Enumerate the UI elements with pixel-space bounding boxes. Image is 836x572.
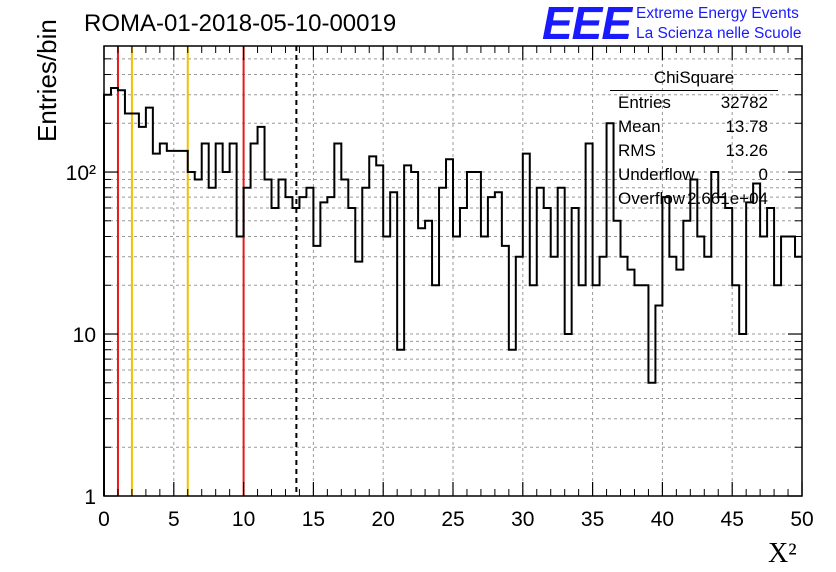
stats-row-overflow: Overflow 2.661e+04 — [610, 187, 778, 211]
y-tick-label: 1 — [84, 486, 96, 509]
stats-key: Underflow — [618, 165, 695, 184]
stats-value: 13.78 — [725, 117, 768, 136]
stats-key: RMS — [618, 141, 656, 160]
stats-key: Entries — [618, 93, 671, 112]
x-tick-label: 50 — [790, 508, 813, 531]
stats-row-rms: RMS 13.26 — [610, 139, 778, 163]
stats-value: 32782 — [720, 93, 768, 112]
x-axis-label: X² — [768, 538, 797, 569]
x-tick-label: 35 — [581, 508, 604, 531]
stats-value: 13.26 — [725, 141, 768, 160]
x-tick-label: 30 — [511, 508, 534, 531]
run-title: ROMA-01-2018-05-10-00019 — [84, 10, 397, 37]
x-tick-label: 0 — [98, 508, 110, 531]
y-tick-label: 10 — [73, 324, 96, 347]
y-tick-label: 10² — [66, 162, 96, 185]
x-tick-label: 20 — [372, 508, 395, 531]
logo-subtitle-2: La Scienza nelle Scuole — [636, 25, 802, 42]
eee-logo: EEE — [542, 0, 632, 49]
x-tick-label: 10 — [232, 508, 255, 531]
stats-value: 2.661e+04 — [687, 189, 768, 208]
histogram-series — [103, 87, 802, 496]
stats-key: Mean — [618, 117, 661, 136]
stats-row-underflow: Underflow 0 — [610, 163, 778, 187]
stats-value: 0 — [758, 165, 768, 184]
stats-row-entries: Entries 32782 — [610, 91, 778, 115]
y-axis-label: Entries/bin — [32, 19, 62, 142]
stats-row-mean: Mean 13.78 — [610, 115, 778, 139]
logo-subtitle-1: Extreme Energy Events — [636, 5, 799, 22]
x-tick-label: 40 — [651, 508, 674, 531]
x-tick-label: 25 — [441, 508, 464, 531]
x-tick-label: 5 — [168, 508, 180, 531]
stats-box: ChiSquare Entries 32782 Mean 13.78 RMS 13.2… — [610, 66, 778, 211]
x-tick-label: 45 — [721, 508, 744, 531]
stats-key: Overflow — [618, 189, 686, 208]
x-tick-label: 15 — [302, 508, 325, 531]
stats-title: ChiSquare — [610, 66, 778, 91]
